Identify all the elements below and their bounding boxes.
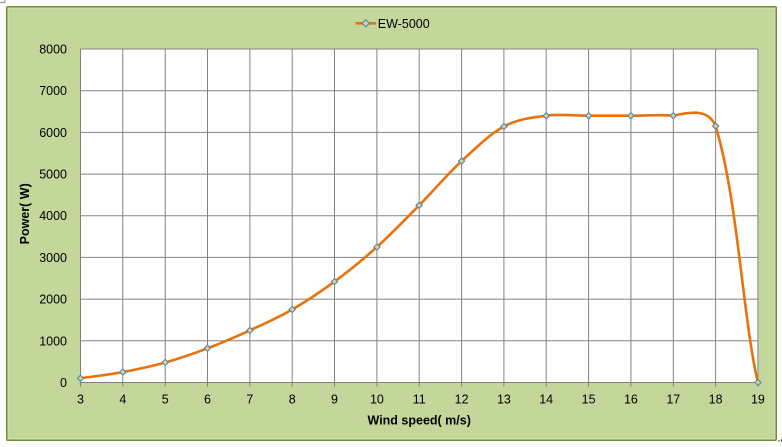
svg-text:1000: 1000 [39, 334, 67, 348]
svg-text:2000: 2000 [39, 293, 67, 307]
svg-text:4000: 4000 [39, 209, 67, 223]
svg-text:17: 17 [666, 392, 680, 406]
svg-text:9: 9 [331, 392, 338, 406]
svg-text:11: 11 [413, 392, 426, 406]
svg-text:Power( W): Power( W) [18, 183, 32, 244]
svg-text:5000: 5000 [39, 168, 67, 182]
svg-text:6: 6 [204, 392, 211, 406]
svg-text:8: 8 [289, 392, 296, 406]
svg-text:5: 5 [162, 392, 169, 406]
svg-text:18: 18 [709, 392, 723, 406]
svg-text:10: 10 [370, 392, 384, 406]
svg-text:7: 7 [246, 392, 253, 406]
svg-text:EW-5000: EW-5000 [378, 17, 430, 31]
svg-text:13: 13 [497, 392, 511, 406]
svg-text:8000: 8000 [39, 43, 67, 57]
svg-text:15: 15 [582, 392, 596, 406]
svg-text:6000: 6000 [39, 126, 67, 140]
svg-text:7000: 7000 [39, 84, 67, 98]
svg-text:14: 14 [539, 392, 553, 406]
svg-text:16: 16 [624, 392, 638, 406]
svg-text:12: 12 [455, 392, 469, 406]
svg-text:19: 19 [751, 392, 765, 406]
svg-text:4: 4 [119, 392, 126, 406]
svg-text:0: 0 [60, 376, 67, 390]
svg-text:3000: 3000 [39, 251, 67, 265]
svg-text:3: 3 [77, 392, 84, 406]
svg-text:Wind speed( m/s): Wind speed( m/s) [368, 414, 471, 428]
